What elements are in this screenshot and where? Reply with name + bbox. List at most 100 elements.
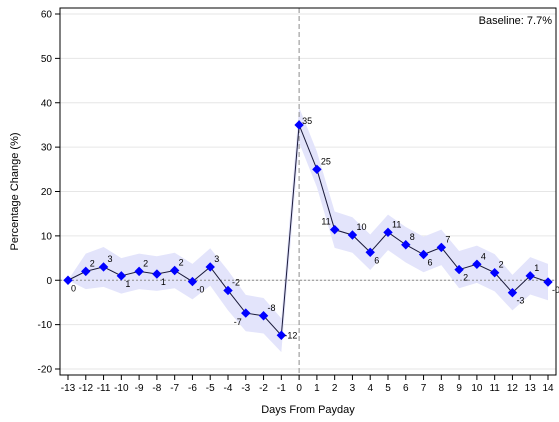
data-point	[525, 271, 535, 281]
data-label: 11	[392, 219, 401, 229]
x-tick-label: 6	[403, 383, 409, 394]
data-point	[312, 164, 322, 175]
data-label: 3	[214, 254, 219, 264]
data-label: 7	[445, 234, 450, 244]
x-tick-label: -4	[224, 383, 233, 394]
y-axis: -20 -10 0 10 20 30 40 50 60	[38, 10, 60, 376]
x-axis: -13 -12 -11 -10 -9 -8 -7 -6 -5 -4 -3 -2 -1 0 1 2 3 4 5 6 7 8 9…	[61, 375, 554, 394]
data-point	[418, 249, 429, 260]
data-label: 11	[321, 217, 330, 227]
confidence-band	[68, 107, 548, 353]
x-tick-label: 10	[471, 383, 483, 394]
data-point	[258, 311, 269, 321]
data-label: 4	[481, 251, 486, 261]
y-tick-label: 0	[46, 276, 52, 287]
data-point	[205, 262, 215, 272]
data-point	[489, 267, 500, 278]
data-point	[401, 240, 411, 250]
data-point	[187, 276, 198, 287]
data-label: 6	[428, 258, 433, 268]
data-point	[347, 230, 358, 240]
baseline-annotation: Baseline: 7.7%	[479, 15, 553, 27]
y-tick-label: 10	[41, 231, 53, 242]
confidence-interval-band	[68, 107, 548, 353]
data-label: 1	[161, 277, 166, 287]
data-point	[507, 287, 518, 298]
data-point	[134, 266, 144, 277]
data-label: -12	[284, 330, 297, 340]
reference-lines	[60, 8, 556, 375]
x-tick-label: -12	[79, 383, 94, 394]
data-label: 2	[463, 273, 468, 283]
data-label: -3	[516, 296, 524, 306]
data-point	[436, 242, 447, 253]
data-label: -2	[232, 277, 240, 287]
data-label: 2	[499, 260, 504, 270]
y-tick-label: 60	[41, 10, 53, 21]
x-tick-label: -5	[206, 383, 215, 394]
data-label: 3	[108, 254, 113, 264]
data-label: -0	[196, 285, 204, 295]
x-tick-label: 1	[314, 383, 320, 394]
y-axis-title: Percentage Change (%)	[9, 132, 21, 250]
series-line	[67, 124, 549, 337]
series-polyline	[67, 124, 549, 337]
data-points	[63, 120, 553, 340]
data-point	[276, 330, 287, 340]
x-tick-label: -3	[241, 383, 250, 394]
x-tick-label: -8	[152, 383, 161, 394]
gridlines	[60, 13, 556, 370]
x-tick-label: 3	[350, 383, 356, 394]
y-tick-label: 20	[41, 187, 53, 198]
data-point	[472, 259, 482, 269]
data-label: 1	[534, 263, 539, 273]
y-tick-label: 50	[41, 54, 53, 65]
x-tick-label: 12	[507, 383, 519, 394]
data-point	[169, 265, 180, 276]
data-label: 2	[143, 258, 148, 268]
x-tick-label: 7	[421, 383, 427, 394]
y-tick-label: -10	[38, 320, 53, 331]
x-tick-label: 8	[439, 383, 445, 394]
x-tick-label: -7	[170, 383, 179, 394]
x-tick-label: 9	[456, 383, 462, 394]
data-point	[383, 227, 393, 238]
y-tick-label: 30	[41, 143, 53, 154]
data-label: 8	[410, 232, 415, 242]
data-point	[454, 264, 464, 275]
x-tick-label: 14	[542, 383, 554, 394]
data-label: 25	[321, 156, 331, 166]
data-label: 1	[125, 279, 130, 289]
x-tick-label: -11	[97, 383, 111, 394]
data-point	[223, 285, 233, 296]
data-label: 6	[374, 255, 379, 265]
data-label: 35	[302, 116, 312, 126]
x-tick-label: -9	[135, 383, 144, 394]
data-label: 0	[71, 283, 76, 293]
x-tick-label: -13	[61, 383, 76, 394]
x-tick-label: -6	[188, 383, 197, 394]
x-tick-label: 0	[296, 383, 302, 394]
y-tick-label: 40	[41, 98, 53, 109]
x-tick-label: -10	[114, 383, 129, 394]
data-point	[81, 266, 91, 277]
data-point	[241, 308, 251, 318]
data-label: -8	[268, 303, 276, 313]
data-point	[365, 247, 375, 258]
x-tick-label: 5	[385, 383, 391, 394]
data-label: 10	[356, 222, 366, 232]
data-label: 2	[179, 257, 184, 267]
data-point	[329, 224, 340, 235]
x-axis-title: Days From Payday	[261, 404, 355, 416]
data-point	[63, 275, 73, 285]
x-tick-label: -1	[277, 383, 286, 394]
x-tick-label: 4	[367, 383, 373, 394]
x-tick-label: 2	[332, 383, 338, 394]
data-label: -7	[234, 317, 242, 327]
x-tick-label: 11	[489, 383, 500, 394]
data-point	[152, 269, 162, 279]
data-point	[98, 262, 109, 272]
x-tick-label: 13	[525, 383, 537, 394]
data-point	[116, 271, 127, 281]
